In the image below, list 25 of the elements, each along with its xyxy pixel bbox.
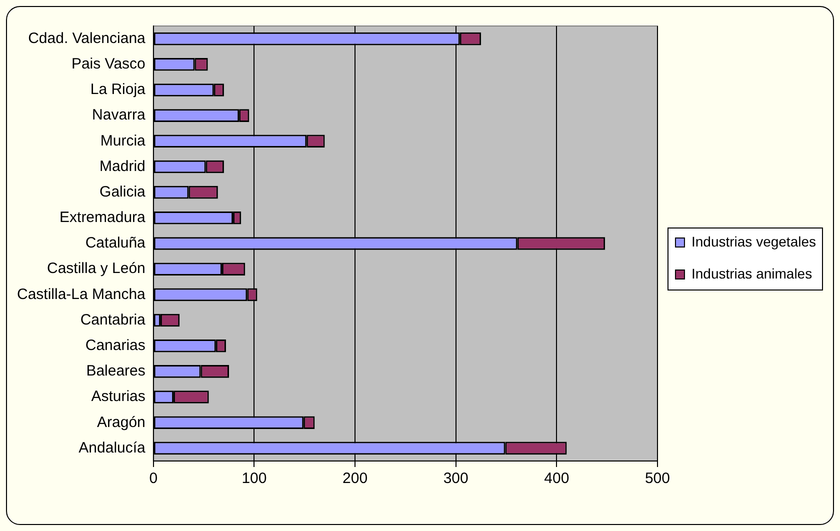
y-tick-label: Pais Vasco (71, 56, 146, 73)
y-tick-label: Murcia (100, 132, 146, 150)
x-tick-label: 200 (342, 470, 368, 488)
y-tick-label: Navarra (92, 106, 146, 124)
x-tick-label: 0 (149, 470, 158, 488)
x-tick-label: 400 (544, 470, 570, 488)
y-tick-label: Asturias (91, 388, 146, 406)
y-tick-label: Aragón (97, 414, 146, 431)
y-tick-label: Canarias (85, 336, 146, 354)
y-tick-label: Extremadura (60, 209, 146, 226)
y-tick-label: Madrid (100, 158, 146, 175)
legend-label: Industrias animales (691, 265, 812, 282)
x-tick-label: 300 (443, 470, 468, 488)
y-tick-label: La Rioja (90, 81, 146, 98)
legend-label: Industrias vegetales (691, 233, 816, 250)
x-tick-label: 100 (242, 470, 267, 488)
y-tick-label: Galicia (100, 183, 146, 200)
y-tick-label: Cantabria (80, 311, 146, 328)
y-tick-label: Castilla-La Mancha (16, 286, 146, 303)
y-tick-label: Andalucía (78, 439, 146, 456)
y-tick-label: Castilla y León (47, 260, 146, 278)
y-tick-label: Cataluña (85, 234, 146, 252)
y-tick-label: Cdad. Valenciana (28, 30, 146, 47)
y-tick-label: Baleares (86, 362, 146, 380)
x-tick-label: 500 (644, 470, 670, 488)
